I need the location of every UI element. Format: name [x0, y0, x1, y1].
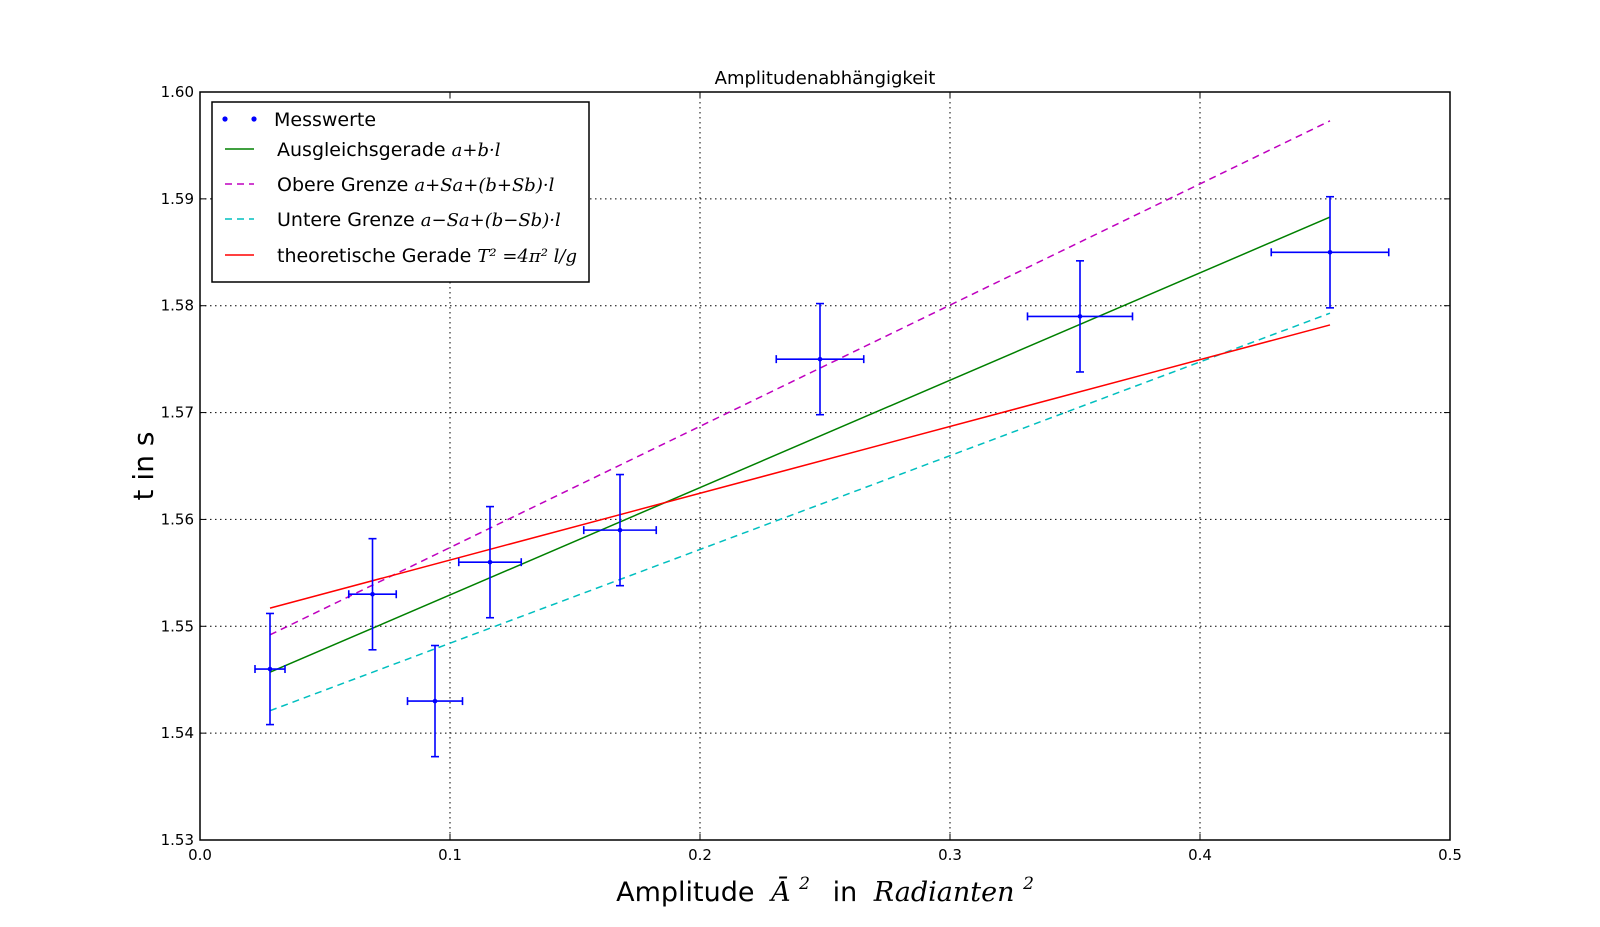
measurement-points [254, 195, 1390, 758]
point-marker [370, 591, 375, 597]
series-line [269, 216, 1331, 673]
data-point [347, 537, 398, 651]
x-axis-label-symbol: Ā [768, 875, 791, 908]
x-tick-label: 0.0 [188, 846, 212, 864]
legend-label: Untere Grenze a−Sa+(b−Sb)·l [277, 209, 561, 231]
x-tick-label: 0.3 [938, 846, 962, 864]
point-marker [432, 698, 438, 704]
data-point [1026, 260, 1134, 373]
chart-title: Amplitudenabhängigkeit [715, 68, 936, 89]
x-axis-label-symbol-exp: 2 [798, 874, 810, 894]
y-tick-label: 1.57 [161, 404, 194, 422]
y-tick-label: 1.54 [161, 724, 194, 742]
data-point [775, 302, 865, 416]
point-marker [817, 356, 823, 362]
point-marker [487, 559, 493, 565]
data-point [406, 644, 464, 758]
legend: Messwerte Ausgleichsgerade a+b·l Obere Gre… [211, 101, 590, 283]
data-point [582, 473, 658, 587]
series-line [269, 324, 1331, 609]
x-tick-label: 0.5 [1438, 846, 1462, 864]
y-tick-label: 1.60 [161, 83, 194, 101]
legend-box [211, 101, 590, 283]
legend-marker [251, 116, 257, 122]
x-tick-label: 0.2 [688, 846, 712, 864]
plot-frame [199, 91, 1451, 841]
y-tick-label: 1.53 [161, 831, 194, 849]
data-point [254, 612, 286, 726]
x-axis-label-unit-exp: 2 [1022, 874, 1034, 894]
point-marker [1327, 249, 1333, 255]
x-axis-label-unit: Radianten [873, 877, 1015, 908]
legend-label: Ausgleichsgerade a+b·l [277, 139, 501, 161]
legend-marker [222, 116, 228, 122]
x-tick-label: 0.4 [1188, 846, 1212, 864]
point-marker [267, 666, 273, 672]
y-tick-label: 1.59 [161, 190, 194, 208]
y-tick-label: 1.56 [161, 510, 194, 528]
fit-lines [269, 120, 1331, 712]
y-tick-label: 1.58 [161, 297, 194, 315]
x-axis-label: Amplitude Ā 2 in Radianten 2 [616, 865, 1034, 908]
legend-label: Messwerte [274, 109, 376, 131]
point-marker [1077, 314, 1083, 319]
x-axis-label-text: Amplitude [616, 877, 754, 908]
axis-ticks: 0.0 0.1 0.2 0.3 0.4 0.5 1.53 1.54 1.55 1.56 1.57 1.… [161, 83, 1462, 864]
y-tick-label: 1.55 [161, 617, 194, 635]
series-line [269, 312, 1331, 712]
legend-label: Obere Grenze a+Sa+(b+Sb)·l [277, 174, 555, 196]
x-tick-label: 0.1 [438, 846, 462, 864]
data-point [457, 505, 523, 619]
x-axis-label-connector: in [833, 877, 858, 908]
data-point [1270, 195, 1390, 309]
legend-label: theoretische Gerade T² =4π² l/g [277, 245, 577, 267]
point-marker [617, 527, 623, 533]
grid [200, 92, 1450, 840]
y-axis-label: t in s [127, 432, 160, 501]
series-line [269, 120, 1331, 636]
